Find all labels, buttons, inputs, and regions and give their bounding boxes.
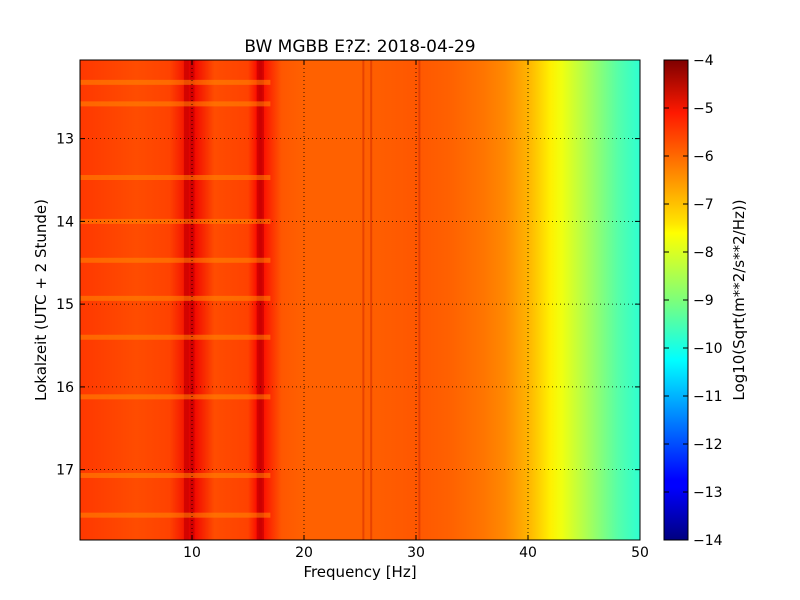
- time-band: [80, 79, 271, 85]
- x-tick-label: 30: [407, 545, 425, 561]
- time-band: [80, 257, 271, 263]
- time-band: [80, 334, 271, 340]
- colorbar-tick-label: −8: [693, 245, 714, 261]
- time-band: [80, 218, 271, 224]
- x-tick-label: 20: [295, 545, 313, 561]
- colorbar-tick-label: −13: [693, 485, 723, 501]
- colorbar-tick-label: −7: [693, 197, 714, 213]
- time-band: [80, 512, 271, 518]
- x-tick-label: 40: [519, 545, 537, 561]
- colorbar-tick-label: −14: [693, 533, 723, 549]
- spectral-line: [370, 60, 373, 540]
- plot-frame: [79, 59, 641, 541]
- time-band: [80, 175, 271, 181]
- chart-title: BW MGBB E?Z: 2018-04-29: [244, 37, 475, 57]
- spectral-line: [418, 60, 421, 540]
- colorbar-ticks: −4 −5 −6 −7 −8 −9 −10 −11 −12 −13 −14: [664, 53, 723, 549]
- colorbar-tick-label: −11: [693, 389, 723, 405]
- spectral-line: [362, 60, 365, 540]
- y-tick-label: 15: [56, 297, 74, 313]
- colorbar-tick-label: −5: [693, 101, 714, 117]
- y-tick-label: 14: [56, 214, 74, 230]
- x-tick-label: 10: [183, 545, 201, 561]
- time-band: [80, 101, 271, 107]
- time-band: [80, 472, 271, 478]
- time-band: [80, 394, 271, 400]
- grid-lines: [80, 60, 640, 540]
- y-tick-label: 17: [56, 463, 74, 479]
- colorbar-tick-label: −9: [693, 293, 714, 309]
- colorbar: −4 −5 −6 −7 −8 −9 −10 −11 −12 −13 −14 Log10(Sqrt(m…: [663, 53, 748, 549]
- colorbar-tick-label: −12: [693, 437, 723, 453]
- y-tick-label: 16: [56, 380, 74, 396]
- y-axis: 13 14 15 16 17: [56, 132, 640, 479]
- colorbar-label: Log10(Sqrt(m**2/s**2/Hz)): [730, 199, 748, 400]
- colorbar-tick-label: −10: [693, 341, 723, 357]
- colorbar-tick-label: −4: [693, 53, 714, 69]
- y-tick-label: 13: [56, 132, 74, 148]
- x-axis: 10 20 30 40 50: [183, 60, 649, 561]
- plot-area: [79, 59, 641, 541]
- colorbar-tick-label: −6: [693, 149, 714, 165]
- x-axis-label: Frequency [Hz]: [303, 563, 416, 581]
- x-tick-label: 50: [631, 545, 649, 561]
- time-band: [80, 295, 271, 301]
- y-axis-label: Lokalzeit (UTC + 2 Stunde): [32, 199, 50, 401]
